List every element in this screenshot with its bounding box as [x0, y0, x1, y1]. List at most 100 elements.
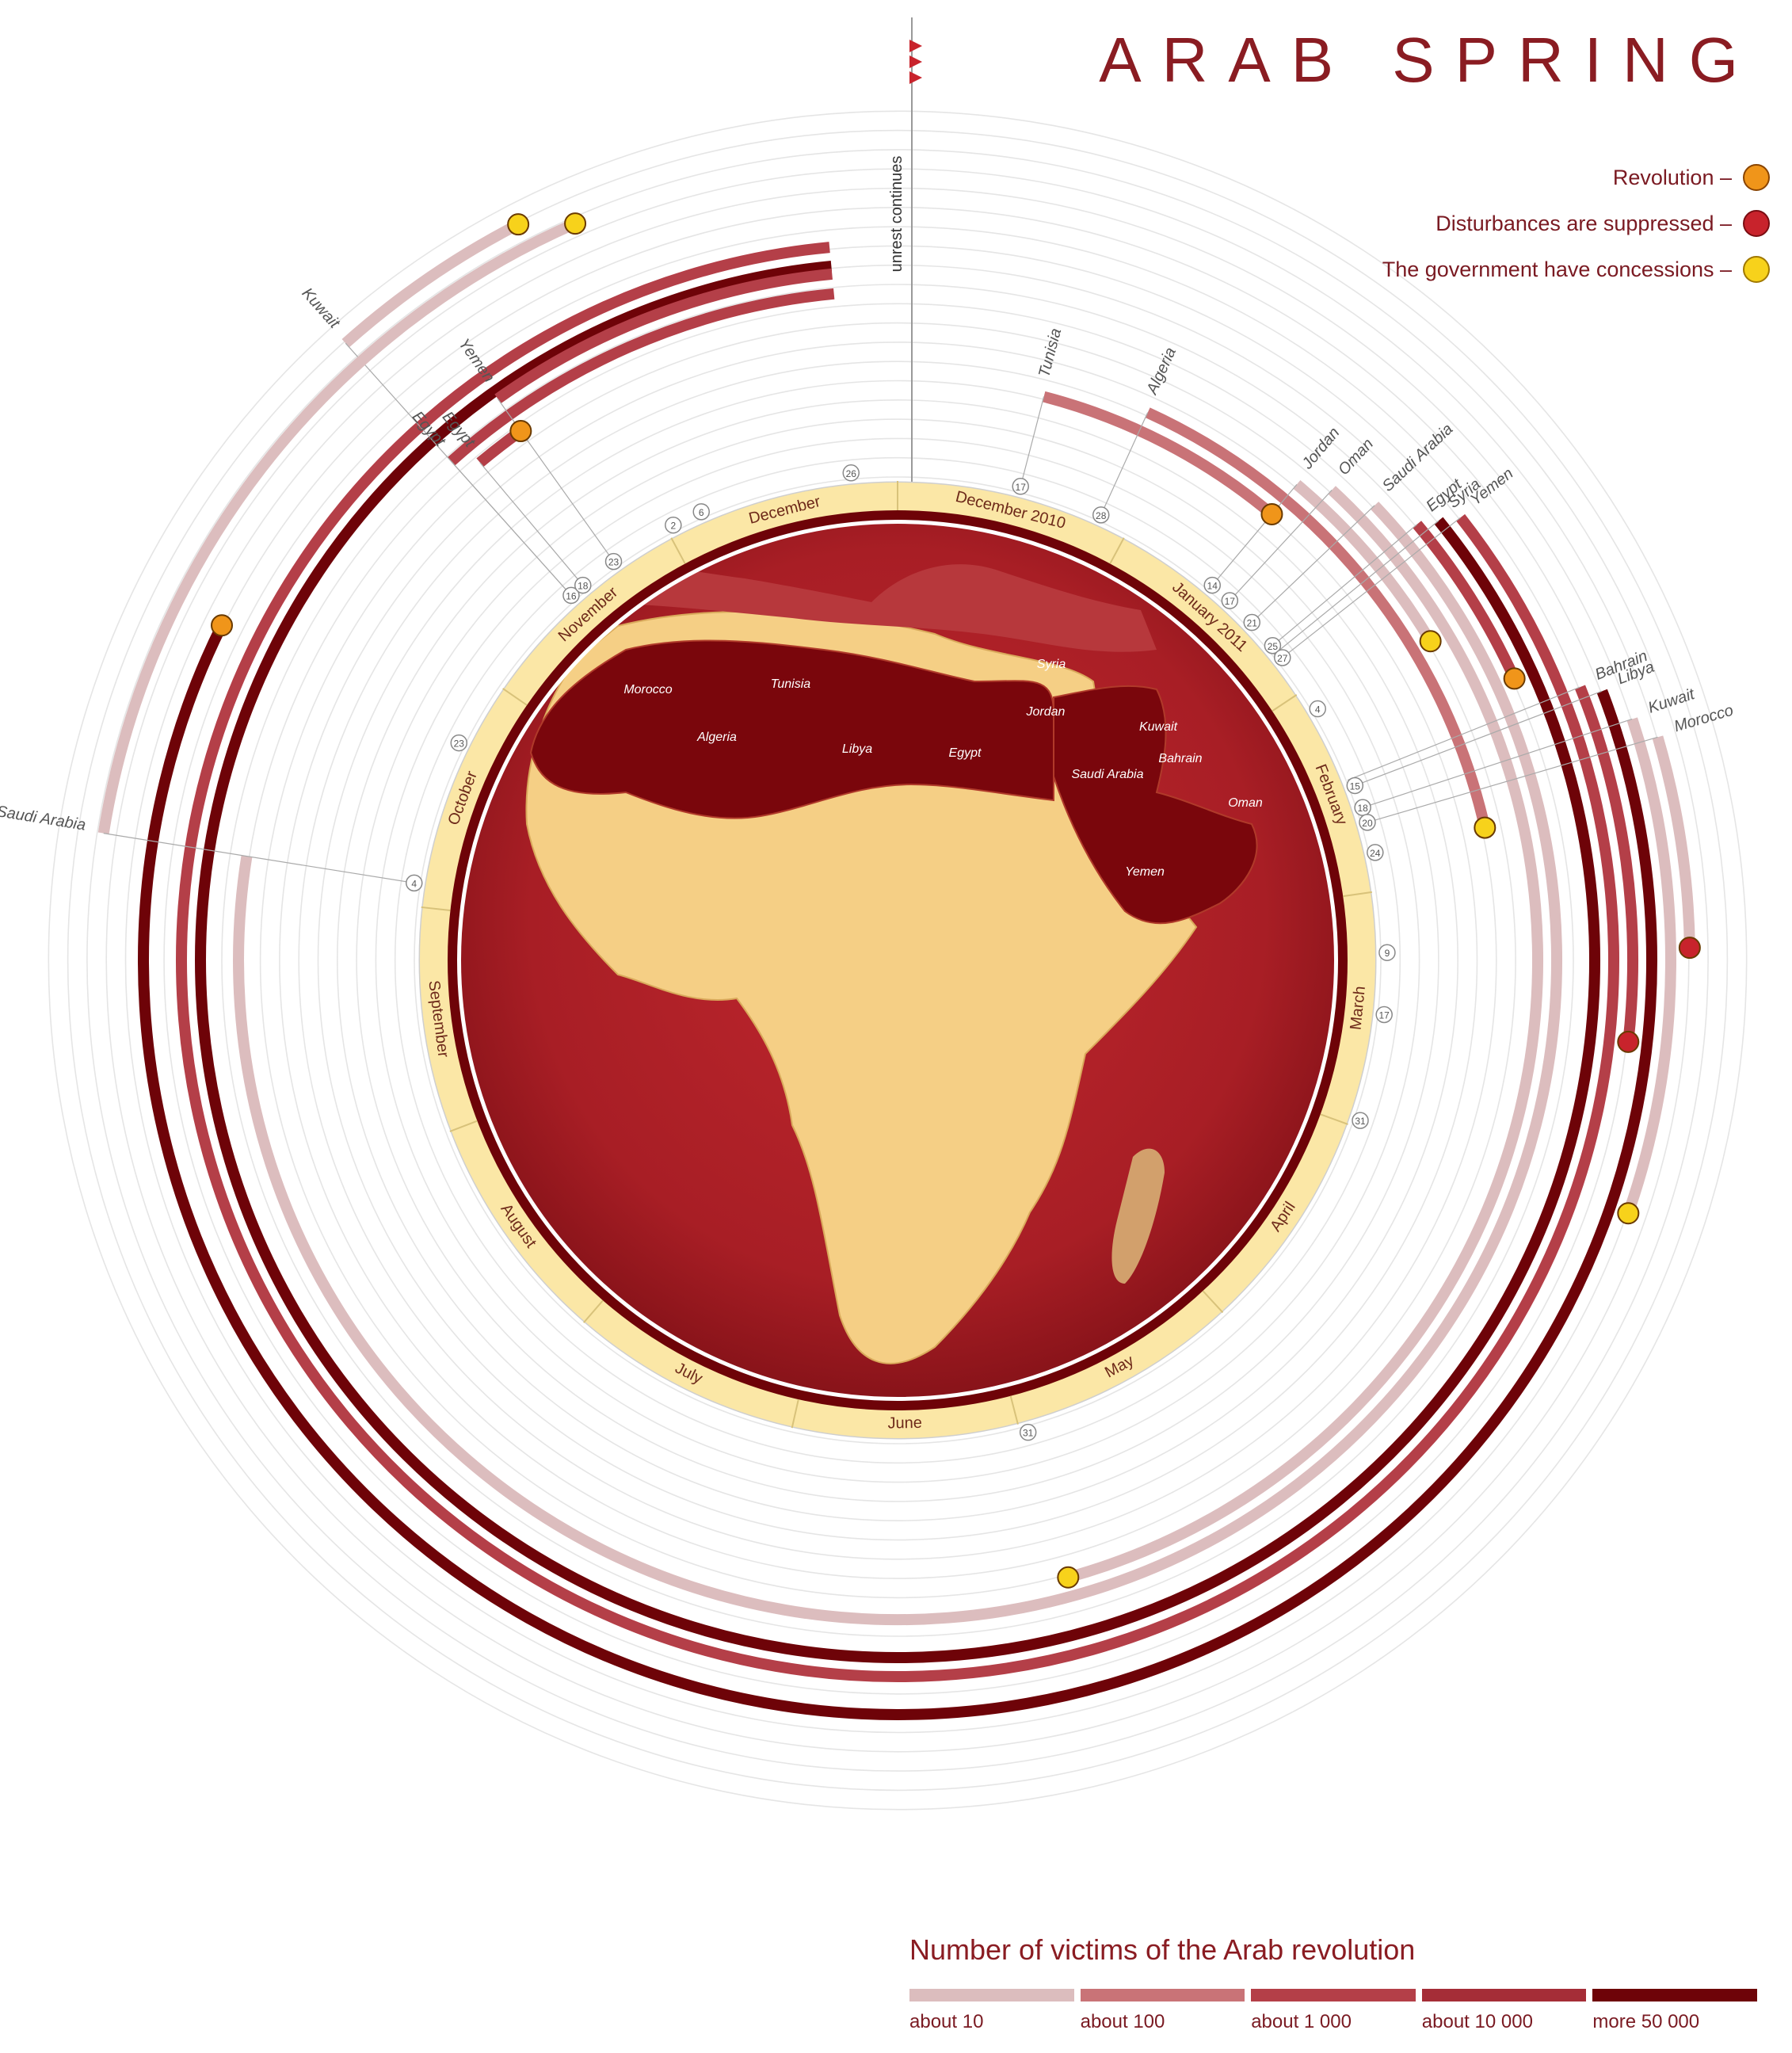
- day-marker: [1092, 506, 1110, 524]
- bar-label: about 10 000: [1421, 2011, 1533, 2032]
- day-marker-label: 18: [1357, 803, 1368, 814]
- day-marker-label: 18: [578, 581, 589, 592]
- outcome-dot: [509, 420, 532, 443]
- month-tick: [502, 688, 528, 706]
- month-tick: [1202, 1290, 1224, 1314]
- day-marker-label: 20: [1362, 818, 1373, 829]
- map-label: Oman: [1228, 796, 1263, 810]
- month-tick: [791, 1399, 799, 1429]
- legend-item-concessions: The government have concessions –: [1215, 246, 1770, 292]
- day-marker: [1367, 844, 1384, 861]
- unrest-continues-label: unrest continues: [888, 156, 906, 273]
- arrow-icon: [909, 40, 922, 52]
- day-marker-label: 23: [454, 738, 465, 750]
- day-marker: [562, 586, 580, 605]
- leader-line: [103, 833, 419, 884]
- leader-line: [1268, 524, 1418, 650]
- victims-scale: Number of victims of the Arab revolution…: [909, 1933, 1757, 2033]
- day-marker: [1019, 1423, 1037, 1441]
- victims-bars: about 10 about 100 about 1 000 about 10 …: [909, 1989, 1757, 2033]
- day-marker-label: 21: [1247, 618, 1258, 629]
- day-marker: [1352, 1112, 1369, 1129]
- europe-shape: [570, 563, 1157, 652]
- day-marker-label: 23: [608, 557, 620, 568]
- country-arc: [1042, 391, 1275, 519]
- country-arc: [494, 268, 833, 404]
- outcome-dot: [1474, 816, 1497, 839]
- victims-bar-2: about 100: [1080, 1989, 1245, 2033]
- leader-line: [1278, 517, 1461, 662]
- outcome-dot: [1419, 630, 1442, 653]
- day-marker-label: 28: [1096, 510, 1107, 521]
- month-label: June: [887, 1414, 922, 1433]
- north-africa-shape: [529, 639, 1054, 819]
- leader-line: [1019, 396, 1045, 491]
- legend-label: Revolution –: [1612, 165, 1732, 189]
- leader-line: [1358, 718, 1633, 810]
- legend-item-suppressed: Disturbances are suppressed –: [1215, 200, 1770, 246]
- map-label: Syria: [1037, 658, 1066, 671]
- madagascar-shape: [1111, 1148, 1165, 1284]
- bar-swatch: [1251, 1989, 1416, 2001]
- guide-ring: [48, 110, 1748, 1811]
- guide-ring: [67, 129, 1729, 1792]
- leader-line: [345, 342, 575, 600]
- day-marker-label: 4: [1315, 704, 1321, 715]
- outcome-dot: [1678, 937, 1701, 960]
- month-tick: [670, 537, 686, 564]
- day-marker: [1221, 592, 1239, 609]
- day-marker: [842, 464, 860, 482]
- legend-label: The government have concessions –: [1382, 257, 1732, 281]
- victims-bar-5: more 50 000: [1592, 1989, 1757, 2033]
- bar-swatch: [1080, 1989, 1245, 2001]
- leader-line: [1363, 736, 1658, 825]
- bar-label: more 50 000: [1592, 2011, 1700, 2032]
- month-tick: [1009, 1395, 1019, 1425]
- guide-ring: [298, 361, 1497, 1560]
- day-marker-label: 15: [1350, 780, 1361, 792]
- day-marker-label: 17: [1225, 596, 1236, 607]
- guide-ring: [394, 456, 1401, 1464]
- month-tick: [449, 1120, 478, 1132]
- bar-swatch: [1592, 1989, 1757, 2001]
- outcome-dots: [211, 212, 1701, 1589]
- country-arc: [447, 288, 835, 466]
- month-tick: [1272, 694, 1298, 712]
- orange-circle-icon: [1743, 164, 1770, 191]
- outcome-dot: [1617, 1030, 1640, 1053]
- day-marker-label: 31: [1023, 1428, 1034, 1439]
- day-marker: [574, 576, 592, 594]
- day-marker-label: 14: [1207, 581, 1218, 592]
- bar-swatch: [909, 1989, 1074, 2001]
- day-marker-label: 25: [1268, 641, 1279, 652]
- outcome-dot: [564, 212, 587, 235]
- leader-line: [1347, 686, 1580, 781]
- day-marker: [604, 552, 623, 570]
- leader-line: [1248, 505, 1375, 627]
- country-arcs: [97, 218, 1695, 1720]
- guide-ring: [317, 380, 1478, 1541]
- day-marker-label: 9: [1385, 948, 1390, 959]
- leader-line: [1273, 520, 1439, 655]
- arrow-icon: [909, 55, 922, 68]
- day-marker: [1203, 576, 1221, 594]
- bar-label: about 100: [1080, 2011, 1165, 2032]
- day-marker: [1264, 637, 1282, 654]
- day-marker-label: 6: [699, 507, 704, 518]
- guide-ring: [356, 418, 1439, 1502]
- day-marker: [1346, 777, 1364, 795]
- guide-ring: [414, 476, 1382, 1444]
- day-marker: [1378, 944, 1396, 961]
- victims-title: Number of victims of the Arab revolution: [909, 1933, 1416, 1966]
- day-marker-label: 27: [1277, 653, 1288, 664]
- country-label: Tunisia: [1035, 326, 1065, 380]
- leader-line: [1226, 490, 1333, 605]
- guide-ring: [86, 149, 1709, 1772]
- outcome-dot: [211, 614, 234, 637]
- day-marker: [692, 503, 710, 521]
- bar-label: about 10: [909, 2011, 984, 2032]
- country-label: Kuwait: [298, 284, 343, 332]
- country-label: Saudi Arabia: [0, 803, 87, 834]
